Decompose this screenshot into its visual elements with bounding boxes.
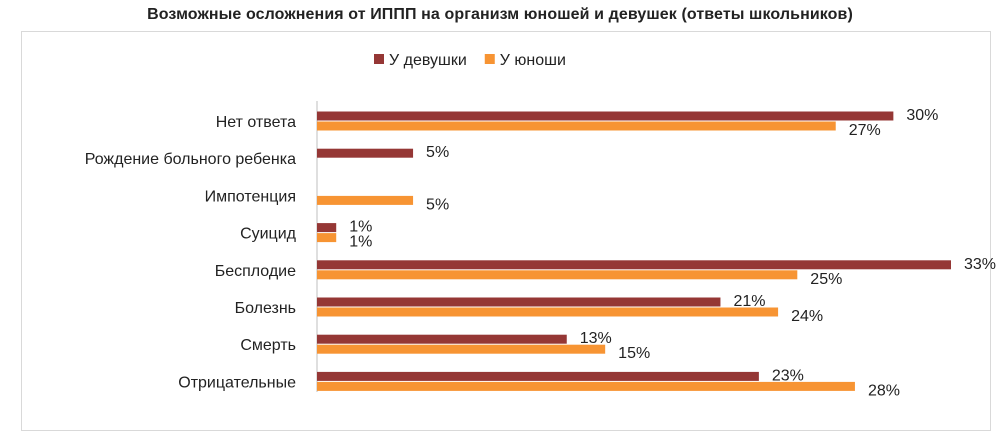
data-label-girls: 30% (906, 107, 938, 124)
data-label-girls: 13% (580, 330, 612, 347)
category-label: Импотенция (205, 188, 296, 205)
bar-girls (317, 297, 721, 307)
category-label: Смерть (240, 337, 296, 354)
data-label-girls: 1% (349, 219, 372, 236)
data-label-boys: 24% (791, 308, 823, 325)
bar-girls (317, 111, 894, 121)
bar-girls (317, 371, 759, 381)
data-label-boys: 28% (868, 382, 900, 399)
bar-boys (317, 121, 836, 131)
bar-boys (317, 381, 855, 391)
data-label-boys: 27% (849, 122, 881, 139)
bar-boys (317, 195, 414, 205)
category-label: Болезнь (235, 300, 296, 317)
bar-boys (317, 270, 798, 280)
legend-swatch-0 (374, 54, 384, 64)
bar-boys (317, 344, 606, 354)
data-label-boys: 25% (810, 271, 842, 288)
legend-label-0: У девушки (389, 52, 467, 69)
chart-frame (21, 31, 991, 431)
bar-girls (317, 334, 567, 344)
data-label-boys: 1% (349, 234, 372, 251)
category-label: Рождение больного ребенка (85, 151, 296, 168)
legend-swatch-1 (484, 54, 495, 64)
bar-boys (317, 307, 779, 317)
data-label-girls: 33% (964, 256, 996, 273)
bar-girls (317, 148, 414, 158)
data-label-boys: 5% (426, 196, 449, 213)
chart-title: Возможные осложнения от ИППП на организм… (147, 6, 853, 23)
category-label: Суицид (240, 226, 297, 243)
bar-boys (317, 233, 337, 243)
data-label-girls: 23% (772, 367, 804, 384)
category-label: Бесплодие (215, 263, 296, 280)
category-label: Нет ответа (216, 114, 296, 131)
bar-girls (317, 260, 951, 270)
category-label: Отрицательные (178, 374, 296, 391)
data-label-girls: 5% (426, 144, 449, 161)
bar-girls (317, 223, 337, 233)
data-label-boys: 15% (618, 345, 650, 362)
legend-label-1: У юноши (500, 52, 566, 69)
data-label-girls: 21% (733, 293, 765, 310)
